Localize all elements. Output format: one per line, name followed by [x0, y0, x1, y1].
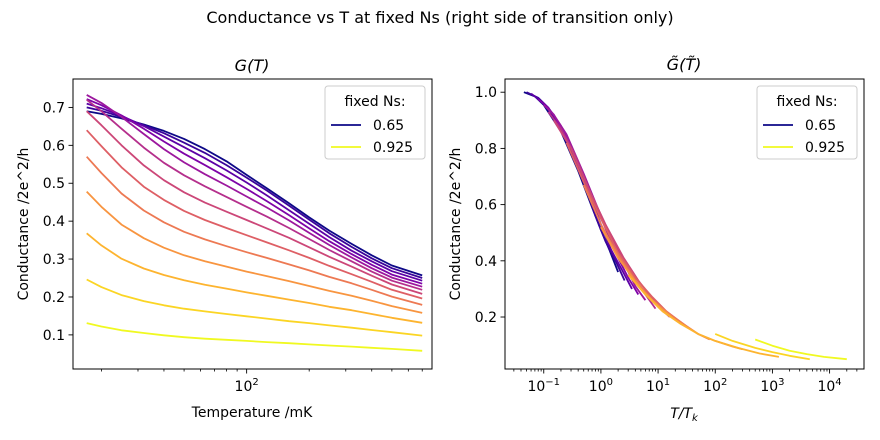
right-series-line-7	[565, 142, 690, 330]
right-series-line-12	[754, 338, 847, 361]
left-y-tick-label: 0.4	[43, 214, 65, 230]
right-axis-ticks: 10−1 100 101 102 103 104 0.2 0.4 0.6 0.8 1.0	[475, 85, 858, 395]
right-plot-frame	[504, 78, 865, 370]
right-y-tick-label: 1.0	[475, 85, 497, 101]
right-series-line-10	[627, 274, 780, 358]
left-y-tick-label: 0.5	[43, 176, 65, 192]
right-legend-label-0: 0.65	[805, 118, 836, 134]
figure-suptitle: Conductance vs T at fixed Ns (right side…	[206, 8, 673, 27]
left-plot-frame	[72, 78, 433, 370]
right-legend: fixed Ns: 0.65 0.925	[756, 85, 858, 160]
left-plot-lines	[86, 94, 423, 352]
right-x-axis-label: T/Tk	[670, 406, 699, 424]
right-y-tick-label: 0.2	[475, 310, 497, 326]
right-x-tick-label: 104	[817, 377, 841, 395]
left-legend-title: fixed Ns:	[344, 94, 405, 110]
right-y-tick-label: 0.4	[475, 254, 497, 270]
left-legend: fixed Ns: 0.65 0.925	[324, 85, 426, 160]
right-y-tick-label: 0.8	[475, 141, 497, 157]
left-x-tick-label: 102	[235, 377, 259, 395]
left-y-tick-label: 0.6	[43, 138, 65, 154]
right-y-axis-label: Conductance /2e^2/h	[448, 148, 464, 301]
left-y-axis-label: Conductance /2e^2/h	[16, 148, 32, 301]
right-series-line-2	[530, 92, 633, 290]
left-y-tick-label: 0.2	[43, 290, 65, 306]
left-y-tick-label: 0.7	[43, 100, 65, 116]
right-x-tick-label: 103	[760, 377, 784, 395]
left-y-tick-label: 0.3	[43, 252, 65, 268]
left-legend-box	[324, 85, 426, 160]
right-series-line-0	[523, 91, 619, 273]
left-x-axis-label: Temperature /mK	[191, 405, 313, 421]
right-chart-title: G̃(T̃)	[667, 55, 702, 74]
left-legend-label-0: 0.65	[373, 118, 404, 134]
left-series-line-3	[86, 98, 423, 285]
right-y-tick-label: 0.6	[475, 198, 497, 214]
right-legend-label-1: 0.925	[805, 140, 845, 156]
left-y-tick-label: 0.1	[43, 328, 65, 344]
left-series-line-11	[86, 278, 423, 337]
right-x-tick-label: 101	[646, 377, 670, 395]
left-legend-label-1: 0.925	[373, 140, 413, 156]
right-series-line-8	[582, 184, 711, 341]
left-axis-ticks: 102 0.1 0.2 0.3 0.4 0.5 0.6 0.7	[43, 100, 423, 395]
left-series-line-5	[86, 99, 423, 291]
left-chart-title: G(T)	[235, 56, 270, 75]
left-series-line-10	[86, 232, 423, 324]
right-x-tick-label: 100	[589, 377, 613, 395]
left-series-line-2	[86, 102, 423, 282]
left-series-line-4	[86, 94, 423, 288]
right-series-line-6	[553, 119, 671, 318]
left-chart: G(T) 102 0.1 0.2 0.3 0.4 0.5 0.6 0.7 Temperatur…	[16, 56, 433, 421]
left-series-line-8	[86, 156, 423, 306]
left-series-line-9	[86, 190, 423, 314]
right-series-line-11	[714, 333, 810, 361]
right-x-tick-label: 10−1	[527, 377, 560, 395]
left-series-line-12	[86, 322, 423, 352]
right-legend-title: fixed Ns:	[776, 94, 837, 110]
right-plot-lines	[523, 91, 847, 361]
right-legend-box	[756, 85, 858, 160]
left-series-line-6	[86, 110, 423, 295]
left-series-line-7	[86, 129, 423, 300]
right-x-tick-label: 102	[703, 377, 727, 395]
right-chart: G̃(T̃) 10−1 100 101 102 103 104 0.2 0.4 0.6 0.8 1.…	[448, 55, 865, 424]
right-series-line-9	[600, 226, 743, 351]
